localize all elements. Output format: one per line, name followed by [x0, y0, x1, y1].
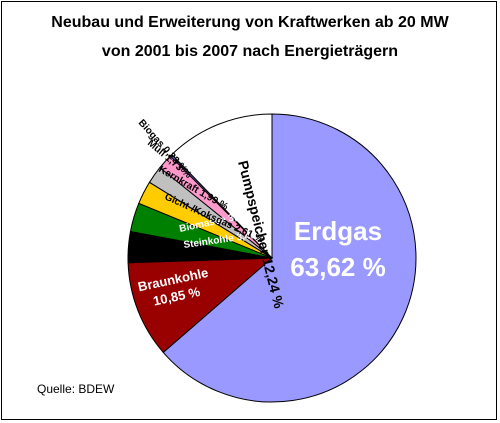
source-note: Quelle: BDEW [37, 382, 115, 396]
slice-label-erdgas: Erdgas 63,62 % [290, 216, 385, 282]
pie-slice-pumpspeicher [171, 113, 273, 260]
pie-slice-braunkohle [127, 257, 274, 354]
chart-title: Neubau und Erweiterung von Kraftwerken a… [51, 14, 449, 31]
chart-subtitle: von 2001 bis 2007 nach Energieträgern [101, 43, 399, 60]
pie-slice-erdgas [162, 113, 417, 403]
